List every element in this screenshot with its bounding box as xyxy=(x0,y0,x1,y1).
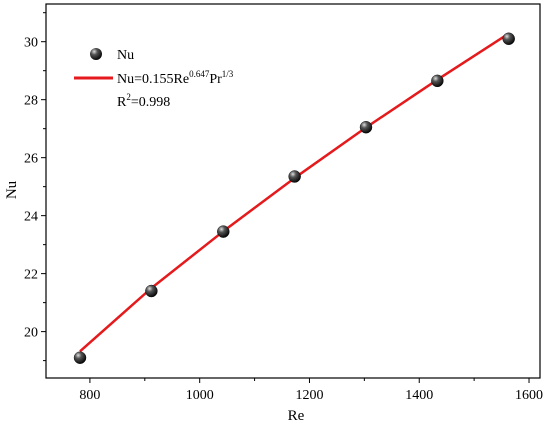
y-tick-label: 26 xyxy=(24,152,38,167)
legend-label-fit: Nu=0.155Re0.647Pr1/3 xyxy=(117,69,234,87)
axes: 800 1000 1200 1400 1600 20 22 24 26 28 30 xyxy=(24,3,543,403)
x-tick-label: 1600 xyxy=(515,388,543,403)
x-tick-label: 1000 xyxy=(186,388,214,403)
data-point xyxy=(73,351,87,364)
data-point xyxy=(288,170,301,183)
data-point xyxy=(502,32,515,45)
data-point xyxy=(217,225,230,238)
legend-entry-r2: R2=0.998 xyxy=(117,92,170,110)
data-point xyxy=(145,284,158,298)
plot-frame xyxy=(45,3,541,379)
legend-marker xyxy=(90,48,102,60)
data-point xyxy=(431,74,444,88)
legend-entry-fit: Nu=0.155Re0.647Pr1/3 xyxy=(74,69,234,87)
legend-entry-nu: Nu xyxy=(90,48,134,63)
y-axis-title: Nu xyxy=(4,180,20,199)
x-tick-label: 1200 xyxy=(295,388,323,403)
y-tick-label: 28 xyxy=(24,94,38,109)
x-axis-title: Re xyxy=(288,408,305,424)
y-tick-label: 20 xyxy=(24,326,38,341)
legend-label-nu: Nu xyxy=(117,48,134,63)
y-tick-label: 22 xyxy=(24,268,38,283)
x-tick-label: 800 xyxy=(79,388,100,403)
x-tick-label: 1400 xyxy=(405,388,433,403)
legend: Nu Nu=0.155Re0.647Pr1/3 R2=0.998 xyxy=(74,48,234,110)
y-tick-label: 24 xyxy=(24,210,38,225)
data-point xyxy=(359,121,373,134)
y-tick-label: 30 xyxy=(24,36,38,51)
data-points-layer xyxy=(73,32,515,364)
legend-label-r2: R2=0.998 xyxy=(117,92,170,110)
